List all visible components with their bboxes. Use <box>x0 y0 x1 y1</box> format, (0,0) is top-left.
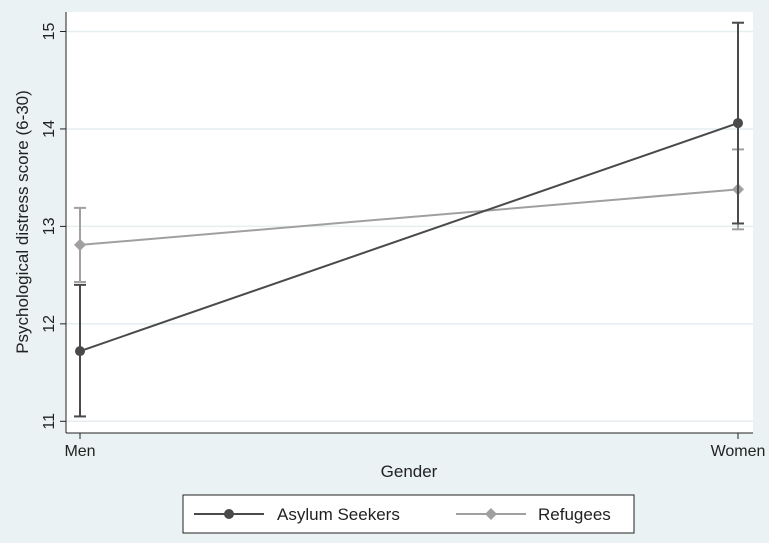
x-tick-label-men: Men <box>64 443 95 460</box>
legend-item-refugees: Refugees <box>456 505 611 524</box>
legend-label: Asylum Seekers <box>277 505 400 524</box>
y-axis-title: Psychological distress score (6-30) <box>13 90 32 354</box>
y-tick-label: 15 <box>41 22 58 40</box>
series-layer <box>74 21 744 418</box>
x-axis-title: Gender <box>381 462 438 481</box>
x-ticks: Men Women <box>64 433 765 460</box>
series-line <box>79 188 739 246</box>
legend-marker <box>224 509 234 519</box>
data-point <box>733 118 743 129</box>
legend-box <box>182 494 635 534</box>
y-tick-label: 12 <box>41 315 58 333</box>
x-tick-label-women: Women <box>711 443 766 460</box>
y-tick-label: 11 <box>41 413 58 430</box>
legend-item-asylum-seekers: Asylum Seekers <box>194 505 400 524</box>
data-point <box>75 346 85 357</box>
y-tick-label: 14 <box>41 120 58 138</box>
legend-marker <box>485 508 497 520</box>
y-ticks: 11 12 13 14 15 <box>41 22 66 430</box>
y-tick-label: 13 <box>41 217 58 235</box>
series-line <box>79 122 739 353</box>
legend: Asylum Seekers Refugees <box>182 494 635 534</box>
data-point <box>74 238 86 251</box>
grid-lines <box>66 30 753 423</box>
series-asylum-seekers <box>74 21 744 418</box>
legend-label: Refugees <box>538 505 611 524</box>
plot-area <box>66 12 753 433</box>
